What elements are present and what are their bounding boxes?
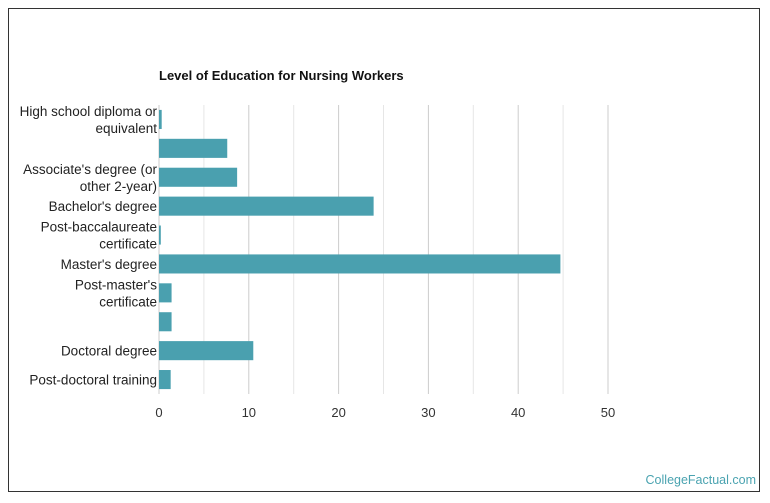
bar xyxy=(159,225,161,245)
category-label: other 2-year) xyxy=(80,179,157,194)
source-credit[interactable]: CollegeFactual.com xyxy=(645,473,756,487)
category-label: High school diploma or xyxy=(20,104,158,119)
category-label: Doctoral degree xyxy=(61,344,157,359)
category-label: Master's degree xyxy=(61,257,157,272)
bar xyxy=(159,312,172,332)
category-label: Post-master's xyxy=(75,277,157,292)
bar xyxy=(159,370,171,390)
bar xyxy=(159,283,172,303)
x-tick-label: 40 xyxy=(511,405,525,420)
bar xyxy=(159,138,228,158)
category-label: Post-baccalaureate xyxy=(41,220,157,235)
category-label: Bachelor's degree xyxy=(49,199,157,214)
x-tick-label: 10 xyxy=(242,405,256,420)
category-label: certificate xyxy=(99,294,157,309)
category-label: equivalent xyxy=(95,121,157,136)
category-label: certificate xyxy=(99,237,157,252)
category-label: Post-doctoral training xyxy=(29,373,157,388)
chart-title: Level of Education for Nursing Workers xyxy=(159,68,404,83)
x-tick-label: 50 xyxy=(601,405,615,420)
x-tick-label: 0 xyxy=(155,405,162,420)
bar xyxy=(159,109,162,129)
x-tick-label: 30 xyxy=(421,405,435,420)
bar xyxy=(159,254,561,274)
x-tick-label: 20 xyxy=(331,405,345,420)
category-label: Associate's degree (or xyxy=(23,162,157,177)
bar xyxy=(159,341,254,361)
bar xyxy=(159,196,374,216)
bar xyxy=(159,167,238,187)
